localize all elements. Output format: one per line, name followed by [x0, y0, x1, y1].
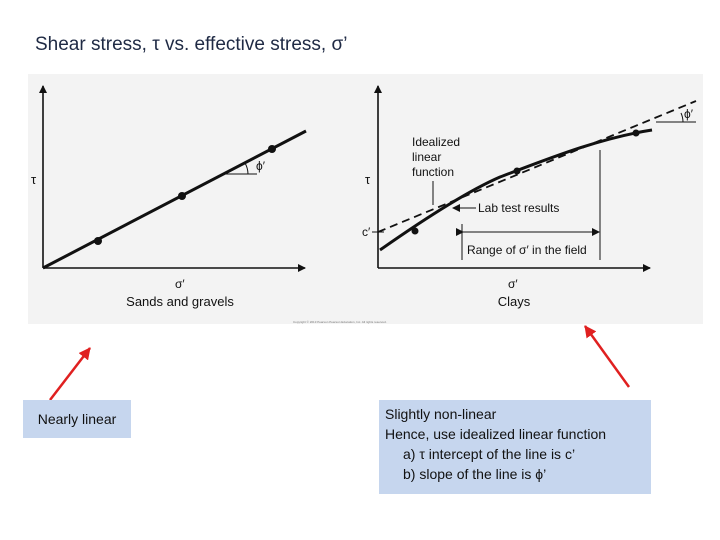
left-angle-arc	[244, 162, 249, 175]
idealized-linear-line	[377, 100, 697, 233]
left-failure-line	[42, 129, 307, 270]
callout-right-line: Slightly non-linear	[385, 406, 497, 422]
right-caption: Clays	[498, 294, 531, 309]
intercept-label: c′	[362, 225, 371, 239]
right-graph: ϕ′ c′ τ Idealized linear function Lab te…	[362, 85, 697, 309]
callout-left-text: Nearly linear	[37, 411, 117, 427]
lab-results-curve	[379, 128, 653, 252]
right-angle-label: ϕ′	[684, 107, 694, 121]
left-data-point	[94, 237, 102, 245]
left-graph: ϕ′ τ σ′ Sands and gravels	[31, 85, 307, 309]
left-caption: Sands and gravels	[126, 294, 234, 309]
left-y-axis-label: τ	[31, 172, 37, 187]
left-data-point	[178, 192, 186, 200]
right-data-point	[411, 227, 419, 235]
figure-panel	[28, 74, 703, 324]
lab-results-label: Lab test results	[478, 201, 559, 215]
idealized-label-line: linear	[412, 150, 441, 164]
callout-right-line: a) τ intercept of the line is c’	[403, 446, 576, 462]
idealized-label: Idealized linear function	[412, 135, 463, 179]
right-data-point	[513, 167, 521, 175]
right-angle-arc	[680, 112, 684, 123]
callout-non-linear: Slightly non-linear Hence, use idealized…	[379, 400, 651, 494]
slide-title: Shear stress, τ vs. effective stress, σ’	[35, 34, 348, 55]
copyright-notice: Copyright © 2013 Pearson Pearson Educati…	[293, 320, 387, 324]
left-angle-label: ϕ′	[256, 159, 266, 173]
right-x-axis-label: σ′	[508, 277, 518, 291]
right-red-arrow	[583, 325, 631, 388]
range-label: Range of σ′ in the field	[467, 243, 587, 257]
right-y-axis-label: τ	[365, 172, 371, 187]
callout-right-line: b) slope of the line is ϕ’	[403, 466, 547, 482]
callout-right-line: Hence, use idealized linear function	[385, 426, 607, 442]
idealized-label-line: Idealized	[412, 135, 460, 149]
idealized-label-line: function	[412, 165, 454, 179]
right-data-point	[632, 129, 640, 137]
left-x-axis-label: σ′	[175, 277, 185, 291]
callout-nearly-linear: Nearly linear	[23, 400, 131, 438]
left-data-point	[268, 145, 276, 153]
left-red-arrow	[49, 347, 91, 401]
